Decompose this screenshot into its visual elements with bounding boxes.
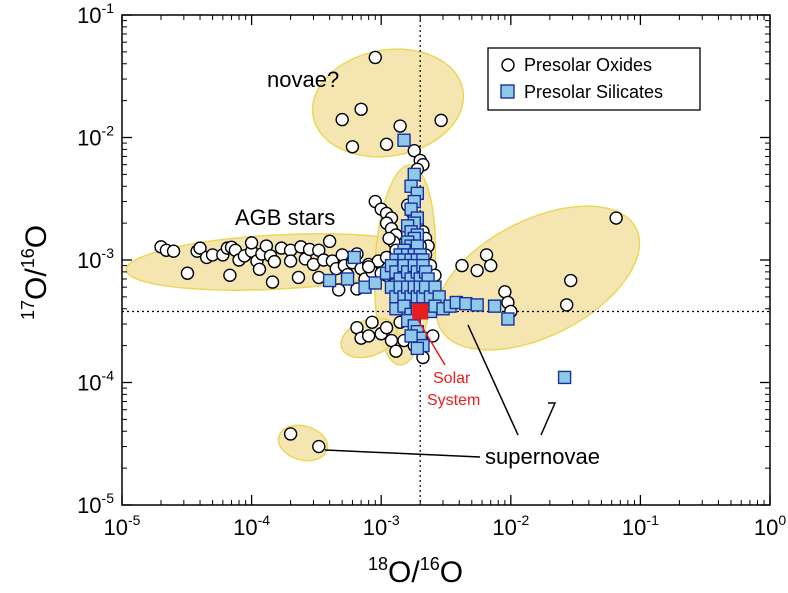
x-tick-label: 10-5 — [104, 512, 141, 540]
silicate-point — [487, 299, 502, 313]
oxide-point — [361, 329, 376, 343]
silicate-point — [404, 329, 418, 343]
x-tick-label: 100 — [754, 512, 786, 540]
solar-pointer-line — [417, 319, 446, 366]
solar-system-marker — [412, 303, 429, 320]
y-tick-label: 10-2 — [77, 123, 114, 151]
silicate-point — [470, 298, 484, 312]
silicate-point — [397, 133, 411, 147]
y-axis-title: 17O/16O — [18, 225, 53, 320]
x-tick-label: 10-2 — [492, 512, 529, 540]
x-tick-label: 10-4 — [233, 512, 270, 540]
legend-oxide-label: Presolar Oxides — [524, 55, 652, 75]
oxide-point — [379, 321, 394, 335]
legend-silicate-label: Presolar Silicates — [524, 82, 663, 102]
silicate-point — [347, 250, 361, 265]
oxide-point — [193, 241, 207, 255]
oxide-point — [166, 244, 181, 258]
oxide-point — [335, 248, 349, 262]
oxide-point — [283, 254, 298, 268]
silicate-point — [340, 272, 355, 286]
oxide-point — [455, 258, 469, 273]
y-tick-label: 10-4 — [77, 368, 114, 396]
supernovae-pointer-line-3 — [324, 449, 481, 458]
y-tick-label: 10-3 — [77, 245, 114, 273]
oxide-point — [564, 273, 578, 288]
legend: Presolar Oxides Presolar Silicates — [487, 47, 701, 111]
oxide-point — [312, 439, 326, 454]
oxide-point — [368, 50, 382, 65]
legend-box — [487, 47, 701, 111]
points-layer — [154, 50, 623, 454]
oxide-point — [361, 260, 376, 274]
oxide-point — [345, 140, 360, 154]
oxide-point — [322, 234, 337, 249]
solar-label-line1: Solar — [433, 370, 471, 387]
oxide-point — [267, 254, 282, 269]
supernovae-label: supernovae — [485, 444, 600, 469]
oxide-point — [407, 144, 421, 158]
oxide-point — [434, 113, 448, 128]
x-axis-title: 18O/16O — [368, 554, 463, 589]
legend-silicate-marker — [500, 84, 515, 99]
tick-layer: 10-5 10-4 10-3 10-2 10-1 100 10-5 10-4 10-3 10-2 1… — [77, 0, 786, 540]
oxide-point — [393, 119, 407, 133]
silicate-point — [501, 312, 515, 326]
oxide-point — [335, 112, 349, 127]
x-tick-label: 10-3 — [363, 512, 400, 540]
oxide-point — [365, 315, 379, 330]
supernovae-pointer-line-2 — [540, 402, 557, 436]
oxide-point — [223, 268, 237, 283]
x-tick-label: 10-1 — [622, 512, 659, 540]
oxide-point — [283, 427, 298, 441]
oxide-point — [470, 263, 484, 278]
silicate-point — [410, 341, 425, 356]
oxide-point — [379, 137, 394, 152]
oxide-point — [484, 258, 498, 273]
y-tick-label: 10-1 — [77, 0, 114, 28]
y-tick-label: 10-5 — [77, 490, 114, 518]
oxide-point — [389, 344, 403, 358]
oxide-point — [609, 211, 623, 225]
supernovae-region — [435, 205, 641, 351]
novae-label: novae? — [267, 67, 339, 92]
novae-region — [311, 48, 465, 158]
oxide-point — [180, 266, 195, 280]
oxide-point — [265, 275, 280, 289]
silicate-point — [459, 296, 473, 311]
oxide-point — [382, 231, 396, 246]
annotation-lines — [324, 319, 557, 458]
oxide-point — [354, 102, 368, 116]
silicate-point — [557, 370, 572, 385]
legend-oxide-marker — [501, 58, 515, 72]
silicate-point — [407, 167, 421, 182]
agb-stars-label: AGB stars — [235, 205, 335, 230]
silicate-point — [368, 276, 382, 290]
solar-label-line2: System — [427, 392, 480, 409]
oxide-point — [291, 270, 306, 285]
oxide-point — [252, 262, 267, 276]
oxide-point — [560, 298, 574, 312]
oxide-point — [244, 236, 259, 250]
supernovae-pointer-line-1 — [467, 324, 519, 436]
silicate-point — [322, 273, 337, 288]
